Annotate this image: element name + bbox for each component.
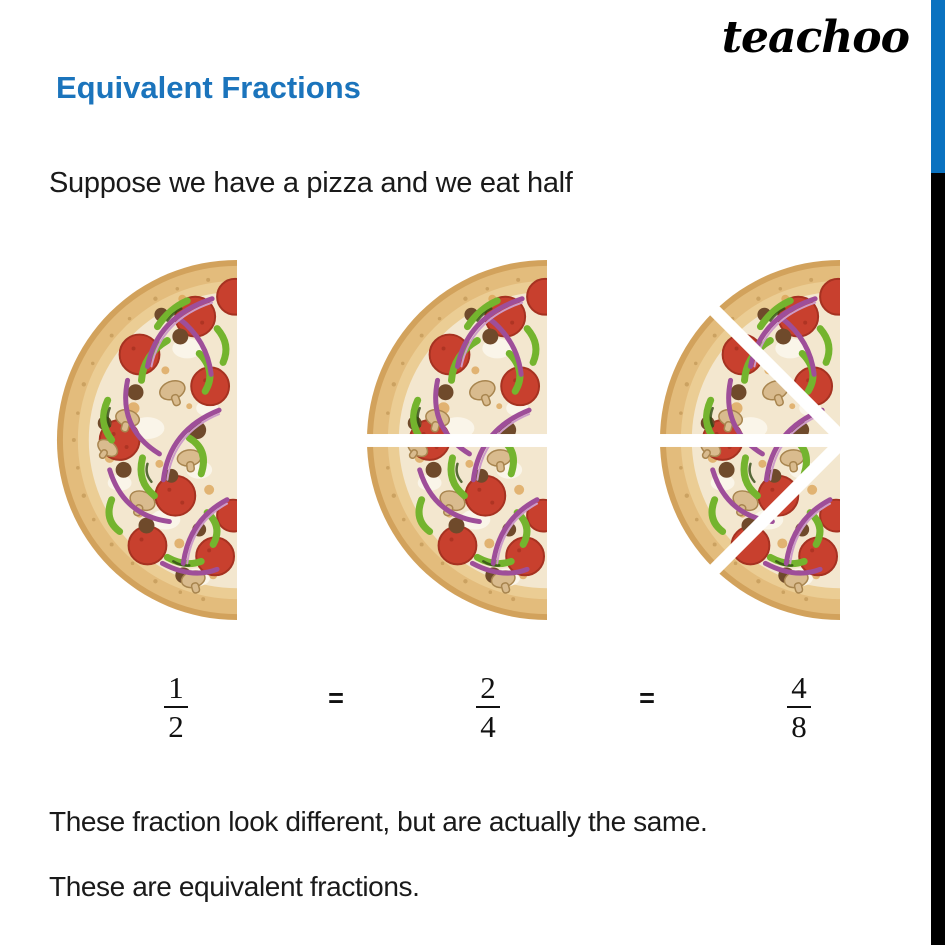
page-title: Equivalent Fractions (56, 70, 361, 105)
fraction-bar (476, 706, 500, 708)
fraction-numerator: 2 (480, 670, 496, 705)
intro-text: Suppose we have a pizza and we eat half (49, 167, 573, 199)
accent-bar-blue (931, 0, 945, 173)
pizza-half-four-pieces-image (651, 258, 840, 622)
conclusion-line-2: These are equivalent fractions. (49, 871, 420, 902)
equals-sign: = (328, 683, 344, 713)
fraction-bar (787, 706, 811, 708)
fraction-one-half: 1 2 (146, 672, 206, 742)
fraction-denominator: 4 (480, 709, 496, 744)
fraction-bar (164, 706, 188, 708)
fraction-numerator: 1 (168, 670, 184, 705)
fraction-numerator: 4 (791, 670, 807, 705)
equals-sign: = (639, 683, 655, 713)
conclusion-line-1: These fraction look different, but are a… (49, 806, 708, 837)
fraction-denominator: 8 (791, 709, 807, 744)
pizza-half-two-pieces-image (358, 258, 547, 622)
fraction-four-eighths: 4 8 (769, 672, 829, 742)
pizza-half-one-piece-image (48, 258, 237, 622)
fraction-two-fourths: 2 4 (458, 672, 518, 742)
brand-logo: teachoo (721, 12, 910, 63)
fraction-denominator: 2 (168, 709, 184, 744)
accent-bar-black (931, 173, 945, 945)
